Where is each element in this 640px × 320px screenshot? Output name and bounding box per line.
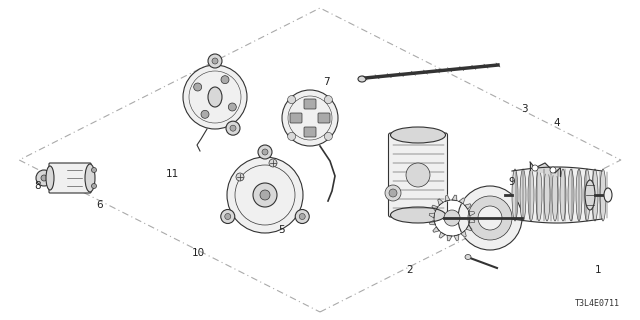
Circle shape bbox=[183, 65, 247, 129]
Text: 9: 9 bbox=[509, 177, 515, 188]
Circle shape bbox=[258, 145, 272, 159]
Circle shape bbox=[269, 159, 277, 167]
Circle shape bbox=[236, 173, 244, 181]
Text: 7: 7 bbox=[323, 76, 330, 87]
Circle shape bbox=[295, 210, 309, 223]
Ellipse shape bbox=[584, 169, 590, 221]
Polygon shape bbox=[454, 235, 459, 241]
Ellipse shape bbox=[208, 87, 222, 107]
Polygon shape bbox=[445, 196, 450, 201]
Polygon shape bbox=[429, 220, 435, 225]
Text: 2: 2 bbox=[406, 265, 413, 276]
Polygon shape bbox=[447, 235, 452, 241]
Circle shape bbox=[208, 54, 222, 68]
Circle shape bbox=[225, 213, 231, 220]
Ellipse shape bbox=[576, 169, 582, 221]
Text: 8: 8 bbox=[34, 180, 40, 191]
Ellipse shape bbox=[390, 207, 445, 223]
Ellipse shape bbox=[92, 183, 97, 188]
Ellipse shape bbox=[520, 169, 526, 221]
Polygon shape bbox=[530, 162, 560, 176]
Text: 3: 3 bbox=[522, 104, 528, 114]
Text: 5: 5 bbox=[278, 225, 285, 236]
Text: T3L4E0711: T3L4E0711 bbox=[575, 299, 620, 308]
Ellipse shape bbox=[536, 169, 542, 221]
Circle shape bbox=[212, 58, 218, 64]
Circle shape bbox=[444, 210, 460, 226]
Circle shape bbox=[324, 96, 332, 104]
Circle shape bbox=[287, 96, 296, 104]
Circle shape bbox=[458, 186, 522, 250]
FancyBboxPatch shape bbox=[388, 133, 447, 217]
Circle shape bbox=[406, 163, 430, 187]
Ellipse shape bbox=[528, 169, 534, 221]
Polygon shape bbox=[439, 232, 445, 238]
Ellipse shape bbox=[390, 127, 445, 143]
Circle shape bbox=[287, 132, 296, 140]
Text: 6: 6 bbox=[96, 200, 102, 210]
Circle shape bbox=[227, 157, 303, 233]
Circle shape bbox=[282, 90, 338, 146]
Circle shape bbox=[221, 76, 229, 84]
Circle shape bbox=[468, 196, 512, 240]
FancyBboxPatch shape bbox=[49, 163, 91, 193]
Polygon shape bbox=[433, 227, 439, 232]
Circle shape bbox=[201, 110, 209, 118]
Polygon shape bbox=[465, 204, 471, 209]
Ellipse shape bbox=[544, 169, 550, 221]
Circle shape bbox=[228, 103, 236, 111]
Polygon shape bbox=[459, 198, 465, 204]
Ellipse shape bbox=[568, 169, 574, 221]
FancyBboxPatch shape bbox=[304, 99, 316, 109]
Ellipse shape bbox=[85, 164, 95, 192]
FancyBboxPatch shape bbox=[290, 113, 302, 123]
Circle shape bbox=[230, 125, 236, 131]
Ellipse shape bbox=[600, 169, 606, 221]
Polygon shape bbox=[432, 205, 438, 211]
Polygon shape bbox=[469, 218, 475, 223]
Ellipse shape bbox=[585, 180, 595, 210]
Circle shape bbox=[532, 165, 538, 171]
Ellipse shape bbox=[358, 76, 366, 82]
Ellipse shape bbox=[592, 169, 598, 221]
Circle shape bbox=[300, 213, 305, 220]
Circle shape bbox=[194, 83, 202, 91]
Polygon shape bbox=[429, 213, 435, 218]
Circle shape bbox=[226, 121, 240, 135]
Ellipse shape bbox=[552, 169, 558, 221]
Circle shape bbox=[478, 206, 502, 230]
Circle shape bbox=[260, 190, 270, 200]
Polygon shape bbox=[438, 199, 444, 205]
FancyBboxPatch shape bbox=[304, 127, 316, 137]
Ellipse shape bbox=[46, 166, 54, 190]
Text: 4: 4 bbox=[554, 118, 560, 128]
Ellipse shape bbox=[465, 254, 471, 260]
Ellipse shape bbox=[560, 169, 566, 221]
Polygon shape bbox=[452, 195, 457, 201]
Text: 11: 11 bbox=[166, 169, 179, 180]
Circle shape bbox=[41, 175, 47, 181]
Text: 10: 10 bbox=[192, 248, 205, 258]
Polygon shape bbox=[512, 167, 602, 223]
Circle shape bbox=[253, 183, 277, 207]
Text: 1: 1 bbox=[595, 265, 602, 276]
Polygon shape bbox=[461, 231, 466, 237]
Circle shape bbox=[221, 210, 235, 223]
Circle shape bbox=[389, 189, 397, 197]
Ellipse shape bbox=[604, 188, 612, 202]
Polygon shape bbox=[468, 211, 474, 216]
FancyBboxPatch shape bbox=[318, 113, 330, 123]
Ellipse shape bbox=[92, 167, 97, 172]
Polygon shape bbox=[466, 225, 472, 231]
Circle shape bbox=[36, 170, 52, 186]
Circle shape bbox=[324, 132, 332, 140]
Circle shape bbox=[550, 167, 556, 173]
Circle shape bbox=[385, 185, 401, 201]
Circle shape bbox=[262, 149, 268, 155]
Ellipse shape bbox=[512, 169, 518, 221]
